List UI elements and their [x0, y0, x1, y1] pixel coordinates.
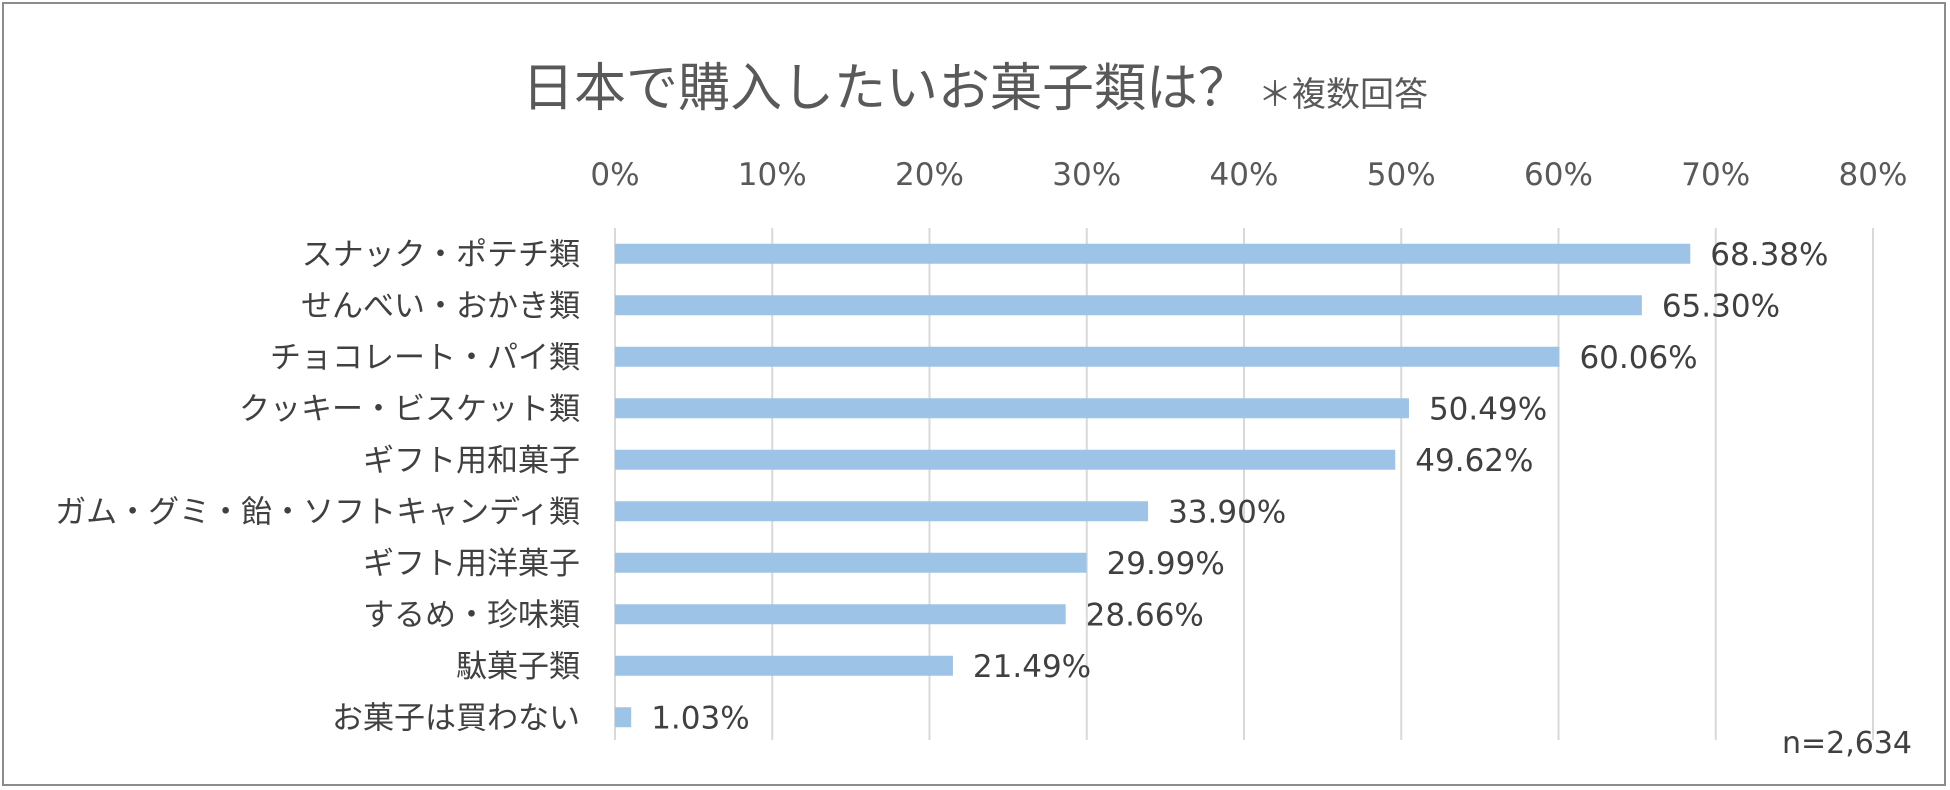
- bar: [615, 604, 1066, 625]
- x-tick-label: 30%: [1052, 157, 1121, 193]
- bar: [615, 707, 632, 728]
- data-label: 65.30%: [1662, 288, 1780, 324]
- category-label: ギフト用和菓子: [363, 443, 580, 479]
- chart-title: 日本で購入したいお菓子類は？ ＊複数回答: [0, 46, 1950, 121]
- category-label: ギフト用洋菓子: [363, 546, 580, 582]
- data-label: 33.90%: [1168, 494, 1286, 530]
- sample-size-note: n=2,634: [1781, 726, 1912, 761]
- category-label: するめ・珍味類: [363, 597, 580, 633]
- category-label: 駄菓子類: [456, 649, 580, 685]
- data-label: 21.49%: [973, 649, 1091, 685]
- x-tick-label: 40%: [1210, 157, 1279, 193]
- x-tick-label: 20%: [895, 157, 964, 193]
- bar: [615, 655, 953, 676]
- data-label: 1.03%: [651, 700, 749, 736]
- data-label: 68.38%: [1710, 237, 1828, 273]
- bar: [615, 552, 1087, 573]
- x-tick-label: 80%: [1839, 157, 1908, 193]
- chart-title-main: 日本で購入したいお菓子類は？: [521, 59, 1250, 119]
- bar: [615, 449, 1396, 470]
- x-tick-label: 60%: [1524, 157, 1593, 193]
- x-tick-label: 10%: [738, 157, 807, 193]
- category-label: せんべい・おかき類: [301, 288, 580, 324]
- category-label: チョコレート・パイ類: [270, 340, 580, 376]
- data-label: 60.06%: [1579, 340, 1697, 376]
- x-tick-label: 50%: [1367, 157, 1436, 193]
- category-label: クッキー・ビスケット類: [239, 391, 580, 427]
- x-tick-label: 0%: [590, 157, 639, 193]
- category-label: お菓子は買わない: [332, 700, 580, 736]
- data-label: 28.66%: [1086, 597, 1204, 633]
- chart-subtitle: ＊複数回答: [1258, 75, 1428, 115]
- data-label: 29.99%: [1107, 546, 1225, 582]
- data-label: 50.49%: [1429, 391, 1547, 427]
- x-tick-label: 70%: [1681, 157, 1750, 193]
- bar: [615, 295, 1642, 316]
- data-label: 49.62%: [1415, 443, 1533, 479]
- bar: [615, 501, 1149, 522]
- bar: [615, 398, 1409, 419]
- category-label: ガム・グミ・飴・ソフトキャンディ類: [55, 494, 580, 530]
- category-label: スナック・ポテチ類: [302, 237, 580, 273]
- bar: [615, 243, 1691, 264]
- bar: [615, 346, 1560, 367]
